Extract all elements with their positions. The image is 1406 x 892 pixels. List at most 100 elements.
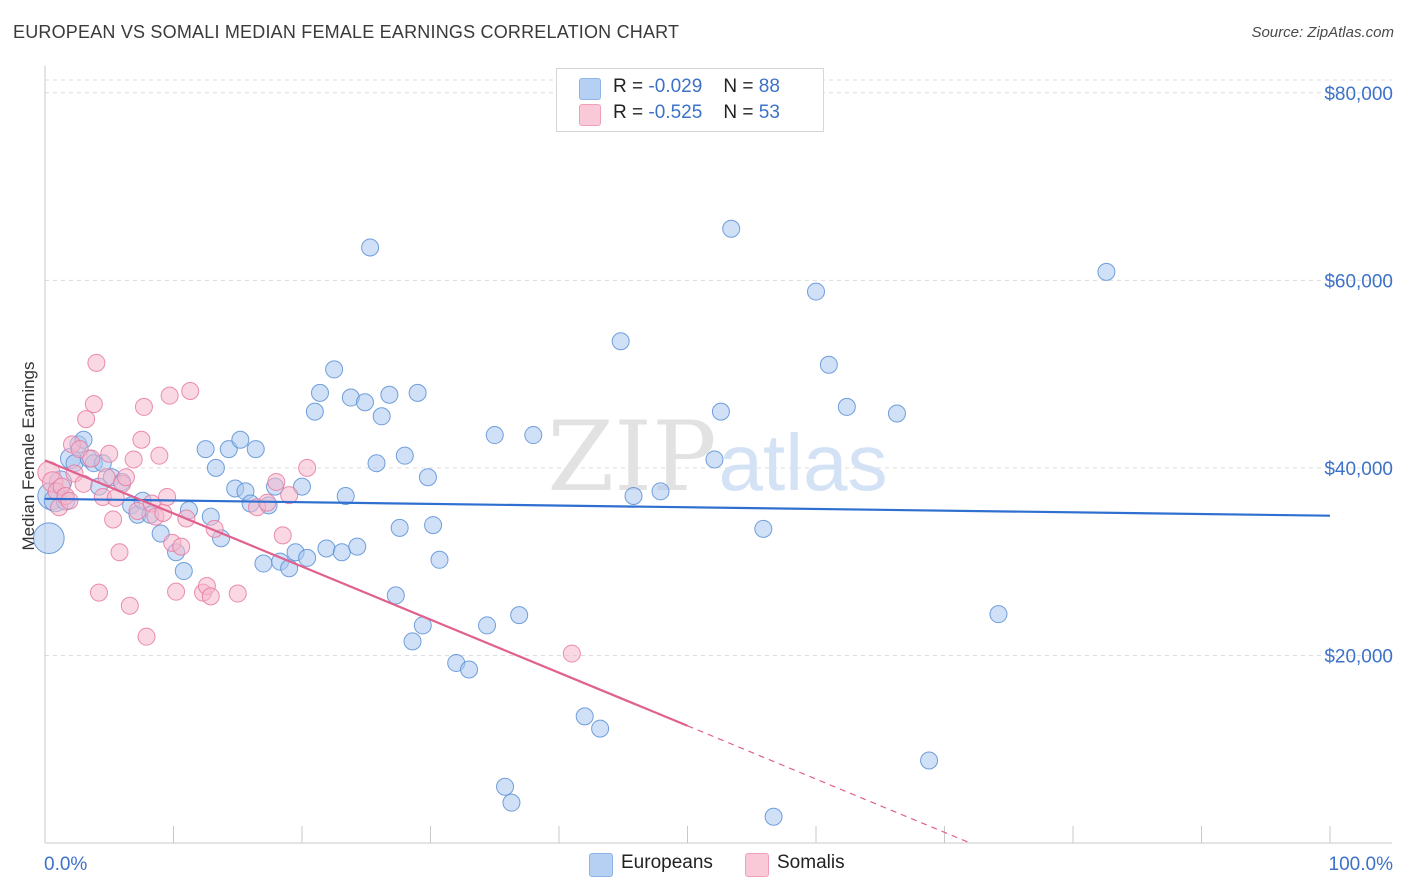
data-point-europeans [887,404,906,423]
r-label: R = [613,76,644,97]
trend-line-somalis [44,459,688,727]
bottom-legend-label: Europeans [621,852,713,873]
data-point-somalis [110,543,129,562]
data-point-europeans [485,426,504,445]
data-point-somalis [273,526,292,545]
r-value: -0.525 [648,102,703,123]
data-point-europeans [254,554,273,573]
data-point-somalis [562,644,581,663]
data-point-europeans [837,397,856,416]
data-point-europeans [390,518,409,537]
data-point-europeans [754,519,773,538]
data-point-europeans [764,807,783,826]
data-point-europeans [430,550,449,569]
data-point-somalis [167,582,186,601]
data-point-europeans [478,616,497,635]
data-point-europeans [510,606,529,625]
x-tick-label: 100.0% [1329,854,1394,875]
data-point-europeans [395,446,414,465]
bottom-legend-label: Somalis [777,852,845,873]
data-point-somalis [89,583,108,602]
data-point-somalis [128,502,147,521]
data-point-europeans [989,605,1008,624]
data-point-europeans [380,385,399,404]
r-label: R = [613,102,644,123]
data-point-europeans [386,586,405,605]
data-point-somalis [100,444,119,463]
data-points [33,219,1116,826]
data-point-europeans [418,468,437,487]
data-point-europeans [624,487,643,506]
data-point-europeans [807,282,825,301]
data-point-europeans [372,407,391,426]
data-point-europeans [920,751,939,770]
axes [44,66,1392,844]
data-point-somalis [298,458,317,477]
trend-line-somalis-extrapolated [687,725,971,844]
data-point-somalis [82,449,101,468]
data-point-europeans [174,562,193,581]
data-point-europeans [231,430,250,449]
data-point-somalis [137,627,156,646]
data-point-europeans [502,793,521,812]
bottom-legend-swatch-somalis [745,853,769,877]
n-value: 88 [758,76,780,97]
data-point-europeans [591,719,610,738]
data-point-somalis [267,472,286,491]
data-point-europeans [711,402,730,421]
data-point-europeans [611,332,630,351]
data-point-europeans [305,402,324,421]
data-point-somalis [158,487,177,506]
data-point-europeans [705,450,724,469]
data-point-europeans [367,454,386,473]
trend-line-europeans [44,497,1331,517]
data-point-europeans [1097,262,1116,281]
watermark-atlas: atlas [719,418,888,507]
data-point-europeans [206,458,225,477]
data-point-somalis [150,446,169,465]
data-point-europeans [819,355,838,374]
n-value: 53 [758,102,780,123]
data-point-europeans [496,777,515,796]
data-point-somalis [116,468,135,487]
n-label: N = [723,102,754,123]
data-point-europeans [651,482,670,501]
r-value: -0.029 [648,76,703,97]
data-point-europeans [293,477,311,496]
data-point-europeans [575,707,594,726]
data-point-europeans [722,219,741,238]
data-point-somalis [132,430,151,449]
data-point-europeans [317,539,336,558]
data-point-europeans [361,238,380,257]
y-tick-label: $20,000 [1324,646,1393,667]
data-point-somalis [181,381,200,400]
x-tick-label: 0.0% [44,854,87,875]
trend-lines [44,459,1331,844]
correlation-legend: R = -0.029 N = 88 R = -0.525 N = 53 [556,68,824,132]
data-point-europeans [355,393,374,412]
data-point-somalis [60,491,79,510]
data-point-somalis [280,486,299,505]
data-point-somalis [172,537,191,556]
y-tick-label: $60,000 [1324,271,1393,292]
data-point-somalis [160,386,179,405]
data-point-europeans [408,383,427,402]
grid-lines [45,79,1392,656]
n-label: N = [723,76,754,97]
data-point-europeans [460,660,479,679]
data-point-somalis [134,397,153,416]
data-point-somalis [124,450,143,469]
y-tick-label: $40,000 [1324,459,1393,480]
data-point-europeans [246,440,265,459]
axis-labels: $20,000 $40,000 $60,000 $80,000 0.0% 100.0% Me… [19,84,1393,875]
data-point-somalis [120,596,139,615]
data-point-europeans [403,632,422,651]
legend-text-europeans: R = -0.029 N = 88 [613,76,780,98]
data-point-somalis [87,353,106,372]
bottom-legend-swatch-europeans [589,853,613,877]
data-point-europeans [310,383,329,402]
data-point-europeans [196,440,215,459]
data-point-europeans [336,487,355,506]
chart-source: Source: ZipAtlas.com [1251,24,1394,41]
